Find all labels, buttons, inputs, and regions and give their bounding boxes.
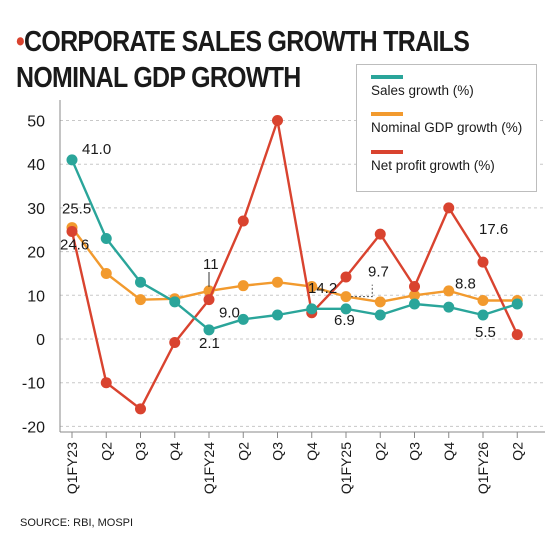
data-point-sales [203,324,215,336]
data-point-gdp [237,280,249,292]
chart-title-line-1: •CORPORATE SALES GROWTH TRAILS [16,26,470,58]
data-point-sales [66,154,78,166]
y-tick-label: 40 [27,157,45,174]
x-tick-label: Q1FY23 [64,442,80,494]
x-tick-label: Q4 [304,442,320,461]
data-point-profit [409,281,420,293]
data-point-sales [409,298,420,310]
data-point-profit [272,115,283,126]
legend-swatch-gdp [371,112,403,116]
data-point-profit [135,403,146,415]
chart-title-line-2: NOMINAL GDP GROWTH [16,62,301,94]
legend-label-sales: Sales growth (%) [371,83,474,98]
data-point-gdp [409,289,420,301]
data-point-sales [340,303,352,315]
y-tick-label: 50 [27,114,45,131]
y-tick-label: 0 [36,332,45,349]
legend-swatch-sales [371,75,403,79]
data-point-gdp [340,291,352,303]
chart-title-text-1: CORPORATE SALES GROWTH TRAILS [24,26,470,58]
title-bullet: • [16,26,25,58]
legend-label-gdp: Nominal GDP growth (%) [371,120,523,135]
x-tick-label: Q2 [372,442,388,461]
legend-label-profit: Net profit growth (%) [371,158,495,173]
data-label: 6.9 [334,312,355,329]
x-tick-label: Q3 [270,442,286,461]
data-label: 24.6 [60,236,89,253]
x-tick-label: Q2 [235,442,251,461]
data-point-sales [135,276,146,288]
data-point-profit [477,256,489,268]
data-point-sales [477,309,489,321]
data-label: 2.1 [199,335,220,352]
series-line-sales [70,159,518,331]
data-point-sales [100,232,112,244]
data-point-profit [66,225,78,237]
data-point-profit [511,329,523,341]
data-label: 9.0 [219,305,240,322]
data-label: 25.5 [62,201,91,218]
data-point-gdp [477,295,489,307]
data-label: 9.7 [368,264,389,281]
data-label: 17.6 [479,221,508,238]
data-point-profit [237,215,249,227]
x-tick-label: Q2 [509,442,525,461]
y-tick-label: -20 [22,419,45,436]
data-point-profit [203,294,215,306]
data-point-gdp [100,267,112,279]
data-point-profit [100,377,112,389]
data-point-gdp [135,294,146,306]
chart-legend: Sales growth (%) Nominal GDP growth (%) … [356,64,537,192]
x-tick-label: Q1FY26 [475,442,491,494]
y-tick-label: 30 [27,201,45,218]
data-label: 8.8 [455,276,476,293]
data-point-profit [443,202,455,214]
data-point-sales [169,296,181,308]
series-line-profit [70,119,519,411]
data-point-profit [340,271,352,283]
data-point-gdp [374,296,386,308]
data-point-sales [272,309,283,321]
data-label: 14.2 [308,280,337,297]
data-point-sales [374,309,386,321]
x-tick-label: Q4 [167,442,183,461]
data-label: 11 [203,256,219,273]
data-point-profit [374,228,386,240]
x-tick-label: Q4 [441,442,457,461]
y-tick-label: 10 [27,288,45,305]
x-tick-label: Q3 [407,442,423,461]
y-tick-label: -10 [22,376,45,393]
data-point-gdp [306,281,318,293]
source-note: SOURCE: RBI, MOSPI [20,517,134,529]
legend-swatch-profit [371,150,403,154]
data-point-gdp [272,276,283,288]
x-tick-label: Q1FY24 [201,442,217,494]
x-tick-label: Q2 [98,442,114,461]
data-label: 41.0 [82,141,111,158]
data-label: 5.5 [475,324,496,341]
x-tick-label: Q3 [133,442,149,461]
annotation-bracket [351,284,373,298]
data-point-sales [511,298,523,310]
data-point-sales [443,301,455,313]
data-point-sales [306,303,318,315]
series-line-gdp [71,226,518,304]
x-tick-label: Q1FY25 [338,442,354,494]
data-point-sales [237,313,249,325]
y-tick-label: 20 [27,245,45,262]
data-point-profit [169,336,181,348]
data-point-gdp [443,285,455,297]
